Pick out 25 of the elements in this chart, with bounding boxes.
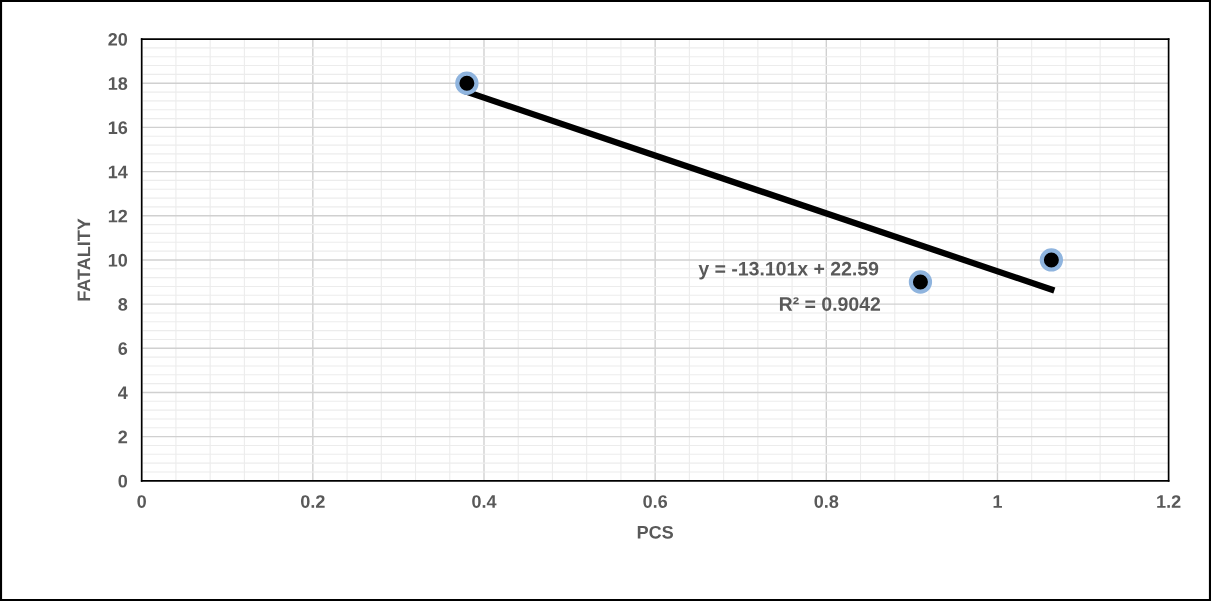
- annotation: R² = 0.9042: [779, 297, 881, 311]
- x-tick-label: 0.2: [301, 495, 325, 508]
- x-tick-label: 1: [993, 495, 1002, 508]
- y-tick-label: 16: [108, 121, 128, 135]
- point: [1039, 248, 1064, 272]
- y-tick-label: 4: [118, 386, 128, 399]
- point: [455, 71, 479, 95]
- y-tick-label: 14: [108, 165, 128, 179]
- x-tick-label: 1.2: [1157, 495, 1181, 508]
- y-axis-title: FATALITY: [77, 218, 91, 301]
- x-tick-label: 0.8: [814, 495, 839, 508]
- annotation: y = -13.101x + 22.59: [698, 261, 879, 280]
- point: [908, 270, 933, 294]
- y-tick-label: 20: [108, 33, 128, 46]
- y-tick-label: 0: [118, 474, 128, 488]
- y-tick-label: 2: [118, 430, 128, 444]
- y-tick-label: 10: [108, 253, 128, 267]
- y-tick-label: 18: [108, 77, 128, 90]
- x-tick-label: 0.6: [643, 495, 668, 508]
- x-tick-label: 0.4: [472, 495, 497, 508]
- y-tick-label: 8: [118, 298, 128, 311]
- x-tick-label: 0: [137, 495, 146, 508]
- y-tick-label: 6: [118, 342, 128, 355]
- x-axis-title: PCS: [637, 525, 674, 539]
- y-tick-label: 12: [108, 209, 128, 223]
